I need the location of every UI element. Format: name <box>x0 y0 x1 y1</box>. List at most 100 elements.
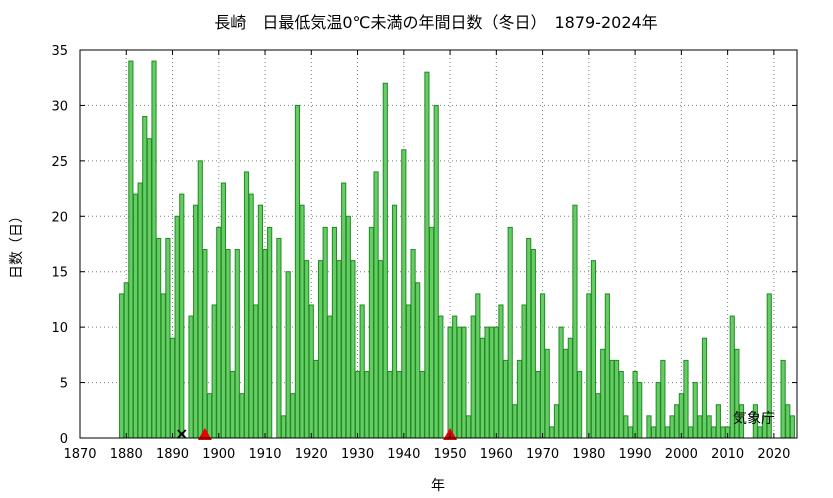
y-tick-label: 25 <box>51 155 68 170</box>
bar-1891 <box>174 215 180 439</box>
y-axis-label: 日数（日） <box>9 209 25 279</box>
bar-1879 <box>119 293 125 439</box>
y-tick-label: 0 <box>60 432 68 447</box>
bar-1974 <box>558 326 564 439</box>
bar-1975 <box>563 348 569 439</box>
bar-1910 <box>262 249 268 439</box>
bar-1931 <box>359 304 365 439</box>
bar-1967 <box>526 237 532 439</box>
bar-1892 <box>179 193 185 439</box>
bar-1903 <box>230 370 236 439</box>
bar-1972 <box>549 426 555 439</box>
bar-1886 <box>151 60 157 439</box>
x-tick-label: 1990 <box>619 447 652 462</box>
bar-1940 <box>401 149 407 439</box>
bar-1884 <box>142 116 148 439</box>
bar-1984 <box>604 293 610 439</box>
bar-1880 <box>123 282 129 439</box>
bar-1917 <box>294 104 300 439</box>
bar-2006 <box>706 415 712 439</box>
bar-1932 <box>364 370 370 439</box>
bar-1993 <box>646 415 652 439</box>
bar-1994 <box>651 426 657 439</box>
bar-1925 <box>331 226 337 439</box>
bar-2008 <box>715 404 721 439</box>
bar-2003 <box>692 382 698 439</box>
bar-1898 <box>206 393 213 439</box>
bar-1937 <box>387 370 393 439</box>
bar-1983 <box>600 348 606 439</box>
x-tick-label: 1890 <box>156 447 189 462</box>
x-tick-label: 2020 <box>757 447 790 462</box>
bar-1964 <box>512 404 518 439</box>
bar-1968 <box>530 249 536 439</box>
bar-2001 <box>683 359 689 439</box>
credit-label: 気象庁 <box>733 411 775 427</box>
y-tick-label: 15 <box>51 266 68 281</box>
bar-1989 <box>627 426 634 439</box>
ticks: 1870 1880 1890 1900 1910 1920 1930 1940 1950 1960… <box>51 44 797 462</box>
bar-1985 <box>609 359 615 439</box>
bar-1960 <box>493 326 499 439</box>
bar-1938 <box>391 204 398 439</box>
bar-1953 <box>461 326 467 439</box>
bar-1976 <box>567 337 573 439</box>
bar-1977 <box>572 204 578 439</box>
bar-1895 <box>193 204 199 439</box>
bar-1990 <box>632 370 638 439</box>
bar-1950 <box>447 326 453 439</box>
grid <box>80 50 797 438</box>
x-tick-label: 1870 <box>63 447 96 462</box>
bar-1929 <box>350 260 356 439</box>
y-tick-label: 20 <box>51 210 68 225</box>
bar-2004 <box>697 415 703 439</box>
bar-1883 <box>137 182 143 439</box>
bar-1982 <box>595 393 601 439</box>
bar-1970 <box>540 293 546 439</box>
y-tick-label: 5 <box>60 377 68 392</box>
bar-1948 <box>438 315 444 439</box>
y-tick-label: 35 <box>51 44 68 59</box>
bar-1907 <box>248 193 254 439</box>
bar-1997 <box>664 426 671 439</box>
bar-1956 <box>475 293 481 439</box>
bar-2007 <box>711 426 717 439</box>
bar-1888 <box>160 293 166 439</box>
bar-1924 <box>327 315 333 439</box>
bar-1890 <box>169 337 176 439</box>
bar-1959 <box>489 326 495 439</box>
x-tick-label: 1980 <box>572 447 605 462</box>
bar-1902 <box>225 249 231 439</box>
bar-1936 <box>382 82 388 439</box>
bar-2017 <box>757 426 763 439</box>
bar-2009 <box>720 426 726 439</box>
bar-1998 <box>669 415 675 439</box>
bar-1914 <box>280 415 287 439</box>
bar-1913 <box>276 237 282 439</box>
bar-1966 <box>521 304 527 439</box>
x-axis-label: 年 <box>431 478 445 494</box>
bar-1942 <box>410 249 416 439</box>
x-tick-label: 1920 <box>295 447 328 462</box>
bar-1896 <box>197 160 203 439</box>
bar-1955 <box>470 315 476 439</box>
bar-1909 <box>257 204 263 439</box>
bar-1996 <box>660 359 666 439</box>
bar-2024 <box>789 415 795 439</box>
bar-1958 <box>484 326 490 439</box>
bar-2005 <box>701 337 708 439</box>
bar-1900 <box>216 226 222 439</box>
bar-1901 <box>220 182 226 439</box>
x-tick-label: 1960 <box>480 447 513 462</box>
plot-frame <box>79 49 798 439</box>
bar-1894 <box>188 315 194 439</box>
x-tick-label: 2010 <box>711 447 744 462</box>
marker-cross-1892 <box>177 429 187 439</box>
bar-1887 <box>156 237 162 439</box>
marker-triangle-1897 <box>197 428 212 440</box>
bar-1921 <box>313 359 319 439</box>
y-tick-label: 10 <box>51 321 68 336</box>
bars <box>119 60 795 439</box>
chart-title: 長崎 日最低気温0℃未満の年間日数（冬日） 1879-2024年 <box>214 13 657 32</box>
bar-1946 <box>428 226 435 439</box>
